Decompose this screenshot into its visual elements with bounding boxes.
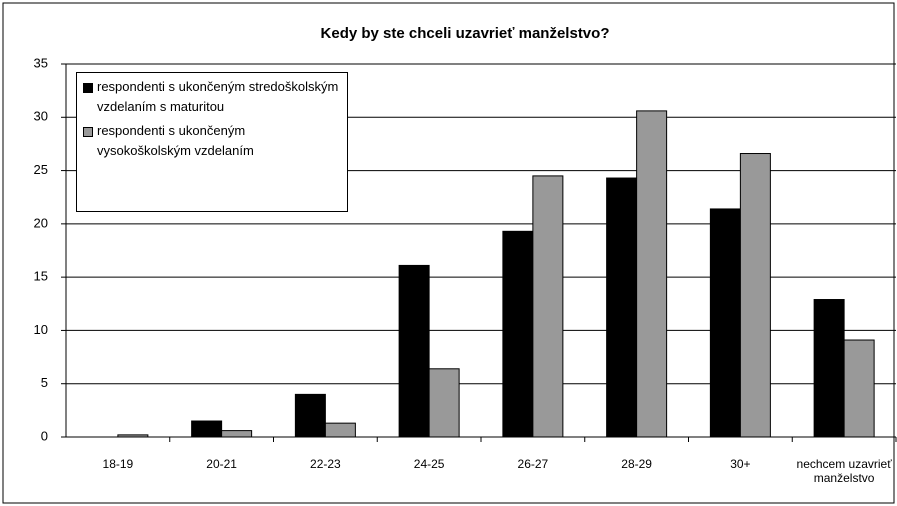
y-tick-label: 5: [41, 375, 48, 390]
legend-label: respondenti s ukončeným vysokoškolským v…: [97, 123, 254, 158]
y-tick-label: 10: [34, 322, 48, 337]
bar: [191, 420, 223, 438]
bar: [398, 264, 430, 438]
bar: [813, 299, 845, 438]
bar: [324, 422, 356, 438]
bar: [428, 368, 460, 438]
y-tick-label: 35: [34, 55, 48, 70]
y-tick-label: 20: [34, 215, 48, 230]
bar: [221, 430, 253, 438]
x-tick-label: 24-25: [413, 457, 445, 471]
x-tick-label: 22-23: [310, 457, 341, 471]
x-tick-label: 18-19: [102, 457, 134, 471]
y-tick-label: 25: [34, 162, 48, 177]
y-tick-label: 15: [34, 269, 48, 284]
legend-item: respondenti s ukončeným stredoškolským v…: [83, 77, 341, 117]
bar: [739, 153, 771, 438]
bar: [606, 177, 638, 438]
legend-label: respondenti s ukončeným stredoškolským v…: [97, 79, 339, 114]
x-tick-label: nechcem uzavrieť manželstvo: [796, 457, 892, 485]
legend-item: respondenti s ukončeným vysokoškolským v…: [83, 121, 341, 161]
y-tick-label: 30: [34, 109, 48, 124]
bar: [532, 175, 564, 438]
chart-title: Kedy by ste chceli uzavrieť manželstvo?: [321, 25, 610, 42]
y-tick-label: 0: [41, 428, 48, 443]
legend-swatch: [83, 127, 93, 137]
bar: [709, 208, 741, 438]
bar: [636, 110, 668, 438]
x-tick-label: 26-27: [517, 457, 549, 471]
x-tick-label: 30+: [730, 457, 751, 471]
bar: [294, 393, 326, 438]
x-tick-label: 28-29: [621, 457, 652, 471]
x-tick-label: 20-21: [206, 457, 237, 471]
legend: respondenti s ukončeným stredoškolským v…: [76, 72, 348, 212]
bar: [502, 230, 534, 438]
legend-swatch: [83, 83, 93, 93]
bar: [843, 339, 875, 438]
